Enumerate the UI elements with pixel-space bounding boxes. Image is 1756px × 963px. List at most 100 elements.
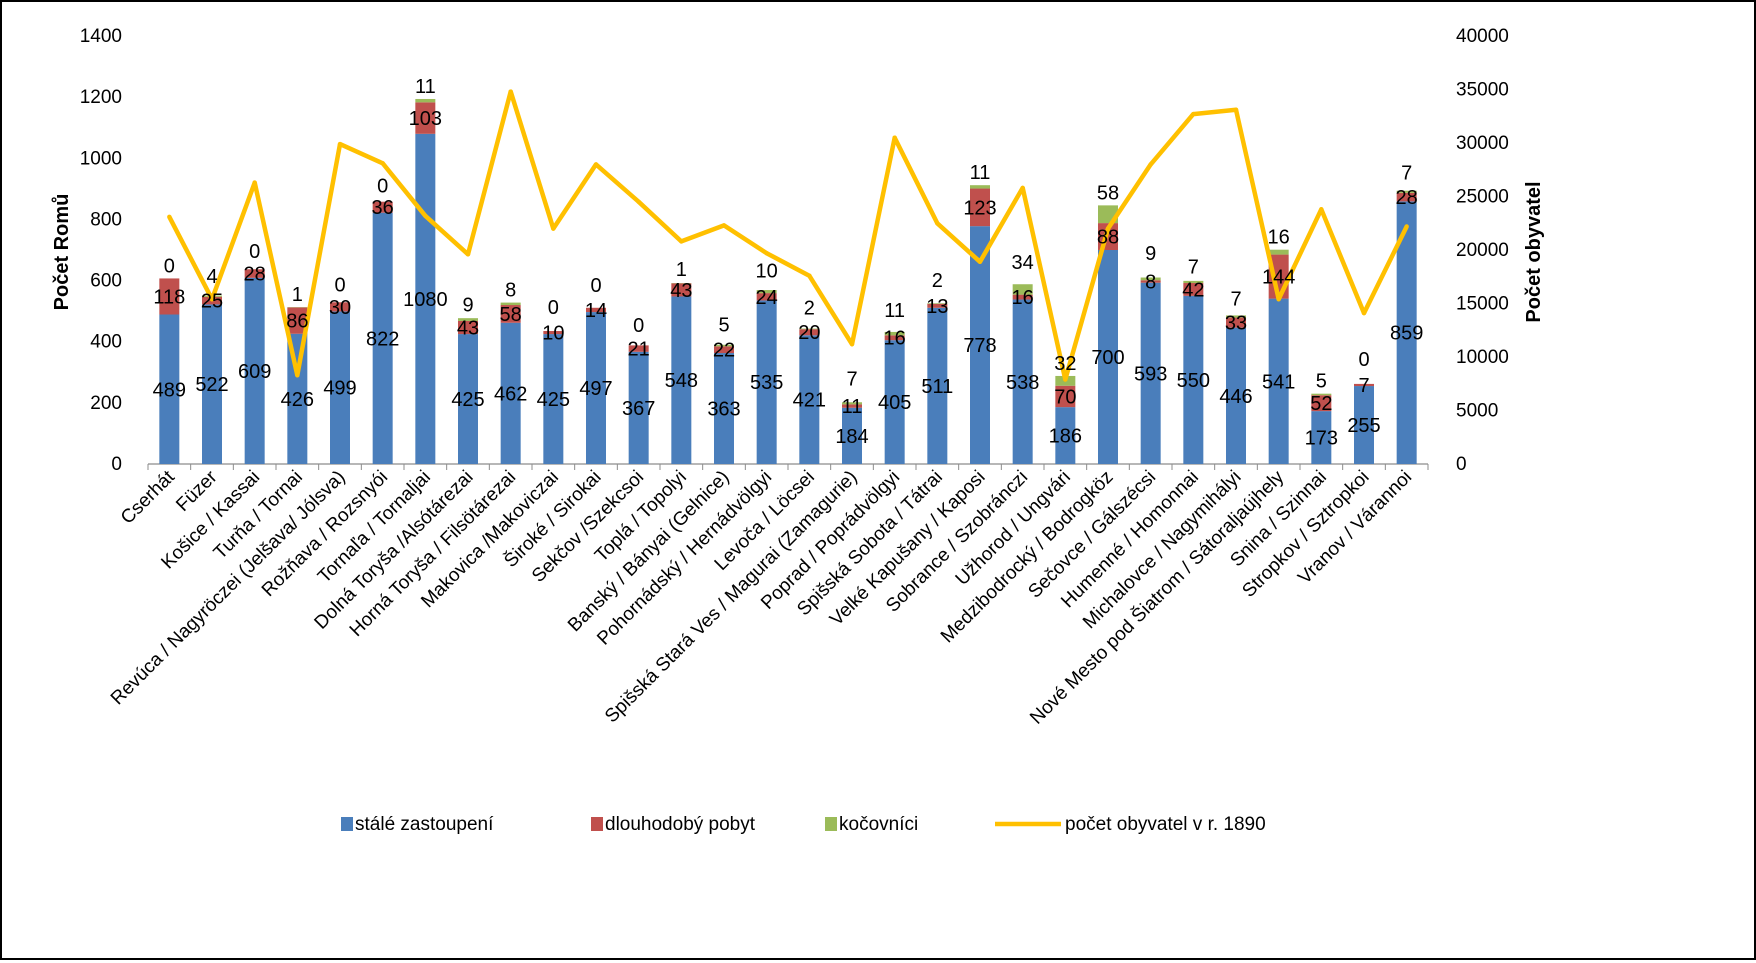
population-point: [807, 273, 811, 277]
data-label-stale: 511: [921, 376, 953, 398]
y-right-tick-label: 15000: [1456, 294, 1509, 315]
population-point: [252, 180, 256, 184]
data-label-kocovnici: 0: [548, 297, 559, 319]
population-point: [636, 200, 640, 204]
data-label-kocovnici: 5: [718, 314, 729, 336]
data-label-dlouhodoby: 16: [1012, 287, 1034, 309]
data-label-stale: 446: [1219, 386, 1252, 408]
population-point: [423, 214, 427, 218]
population-point: [764, 251, 768, 255]
data-label-kocovnici: 7: [1230, 289, 1241, 311]
population-point: [1191, 112, 1195, 116]
population-point: [1404, 224, 1408, 228]
data-label-stale: 184: [835, 426, 868, 448]
population-point: [1276, 297, 1280, 301]
y-right-tick-label: 20000: [1456, 240, 1509, 261]
data-label-dlouhodoby: 118: [153, 286, 185, 308]
population-point: [679, 239, 683, 243]
data-label-kocovnici: 2: [804, 298, 815, 320]
data-label-dlouhodoby: 58: [500, 304, 522, 326]
population-point: [508, 89, 512, 93]
population-point: [722, 223, 726, 227]
population-point: [551, 226, 555, 230]
population-point: [850, 342, 854, 346]
data-label-dlouhodoby: 52: [1310, 393, 1332, 415]
data-label-dlouhodoby: 42: [1182, 279, 1204, 301]
y-right-tick-label: 30000: [1456, 133, 1509, 154]
data-label-stale: 609: [238, 361, 271, 383]
bars: [159, 99, 1416, 464]
data-label-dlouhodoby: 14: [585, 300, 607, 322]
data-label-kocovnici: 5: [1316, 371, 1327, 393]
population-point: [978, 260, 982, 264]
data-label-dlouhodoby: 28: [244, 264, 266, 286]
data-label-dlouhodoby: 25: [201, 291, 223, 313]
y-right-tick-label: 5000: [1456, 401, 1498, 422]
data-label-dlouhodoby: 36: [372, 197, 394, 219]
legend-label: stálé zastoupení: [355, 814, 494, 835]
y-left-tick-label: 1000: [80, 148, 122, 169]
data-label-stale: 405: [878, 392, 911, 414]
y-left-tick-label: 1400: [80, 26, 122, 47]
population-point: [594, 162, 598, 166]
y-left-tick-label: 200: [90, 393, 122, 414]
data-label-kocovnici: 7: [1188, 257, 1199, 279]
y-right-tick-label: 25000: [1456, 187, 1509, 208]
legend-swatch: [825, 817, 837, 831]
data-label-stale: 700: [1091, 347, 1124, 369]
data-label-dlouhodoby: 123: [963, 197, 996, 219]
data-label-stale: 425: [537, 389, 570, 411]
data-label-kocovnici: 32: [1054, 353, 1076, 375]
category-label: Cserhát: [117, 466, 179, 528]
population-point: [1148, 162, 1152, 166]
y-right-tick-label: 0: [1456, 454, 1467, 475]
data-label-stale: 367: [622, 398, 655, 420]
y-left-tick-label: 400: [90, 332, 122, 353]
bar-segment: [970, 185, 990, 188]
data-label-stale: 822: [366, 328, 399, 350]
population-point: [892, 135, 896, 139]
population-point: [167, 215, 171, 219]
data-label-dlouhodoby: 24: [756, 287, 778, 309]
data-label-kocovnici: 11: [415, 76, 436, 98]
data-label-dlouhodoby: 20: [798, 322, 820, 344]
data-label-kocovnici: 7: [1401, 162, 1412, 184]
population-point: [1063, 377, 1067, 381]
data-label-dlouhodoby: 30: [329, 297, 351, 319]
y-left-tick-label: 800: [90, 209, 122, 230]
data-label-dlouhodoby: 10: [542, 323, 564, 345]
data-label-stale: 1080: [403, 289, 448, 311]
y-right-tick-label: 40000: [1456, 26, 1509, 47]
data-label-kocovnici: 1: [292, 284, 303, 306]
data-label-dlouhodoby: 43: [670, 280, 692, 302]
data-label-dlouhodoby: 103: [409, 108, 442, 130]
data-label-kocovnici: 16: [1268, 227, 1290, 249]
data-label-stale: 522: [195, 374, 228, 396]
population-point: [1319, 207, 1323, 211]
data-label-stale: 497: [579, 378, 612, 400]
data-label-dlouhodoby: 88: [1097, 227, 1119, 249]
bar-segment: [415, 99, 435, 102]
data-label-kocovnici: 4: [206, 266, 217, 288]
data-label-kocovnici: 0: [377, 176, 388, 198]
data-label-kocovnici: 9: [1145, 243, 1156, 265]
data-label-stale: 548: [665, 370, 698, 392]
data-label-stale: 489: [153, 379, 186, 401]
y-right-tick-label: 10000: [1456, 347, 1509, 368]
data-label-kocovnici: 11: [884, 300, 905, 322]
data-label-stale: 541: [1262, 371, 1295, 393]
legend-swatch: [341, 817, 353, 831]
population-line: [167, 89, 1409, 381]
data-label-dlouhodoby: 86: [286, 311, 308, 333]
data-label-kocovnici: 10: [756, 260, 778, 282]
legend-swatch: [591, 817, 603, 831]
data-label-stale: 593: [1134, 363, 1167, 385]
data-label-stale: 778: [963, 335, 996, 357]
data-label-stale: 550: [1177, 370, 1210, 392]
data-label-stale: 173: [1305, 428, 1338, 450]
data-label-stale: 363: [707, 399, 740, 421]
